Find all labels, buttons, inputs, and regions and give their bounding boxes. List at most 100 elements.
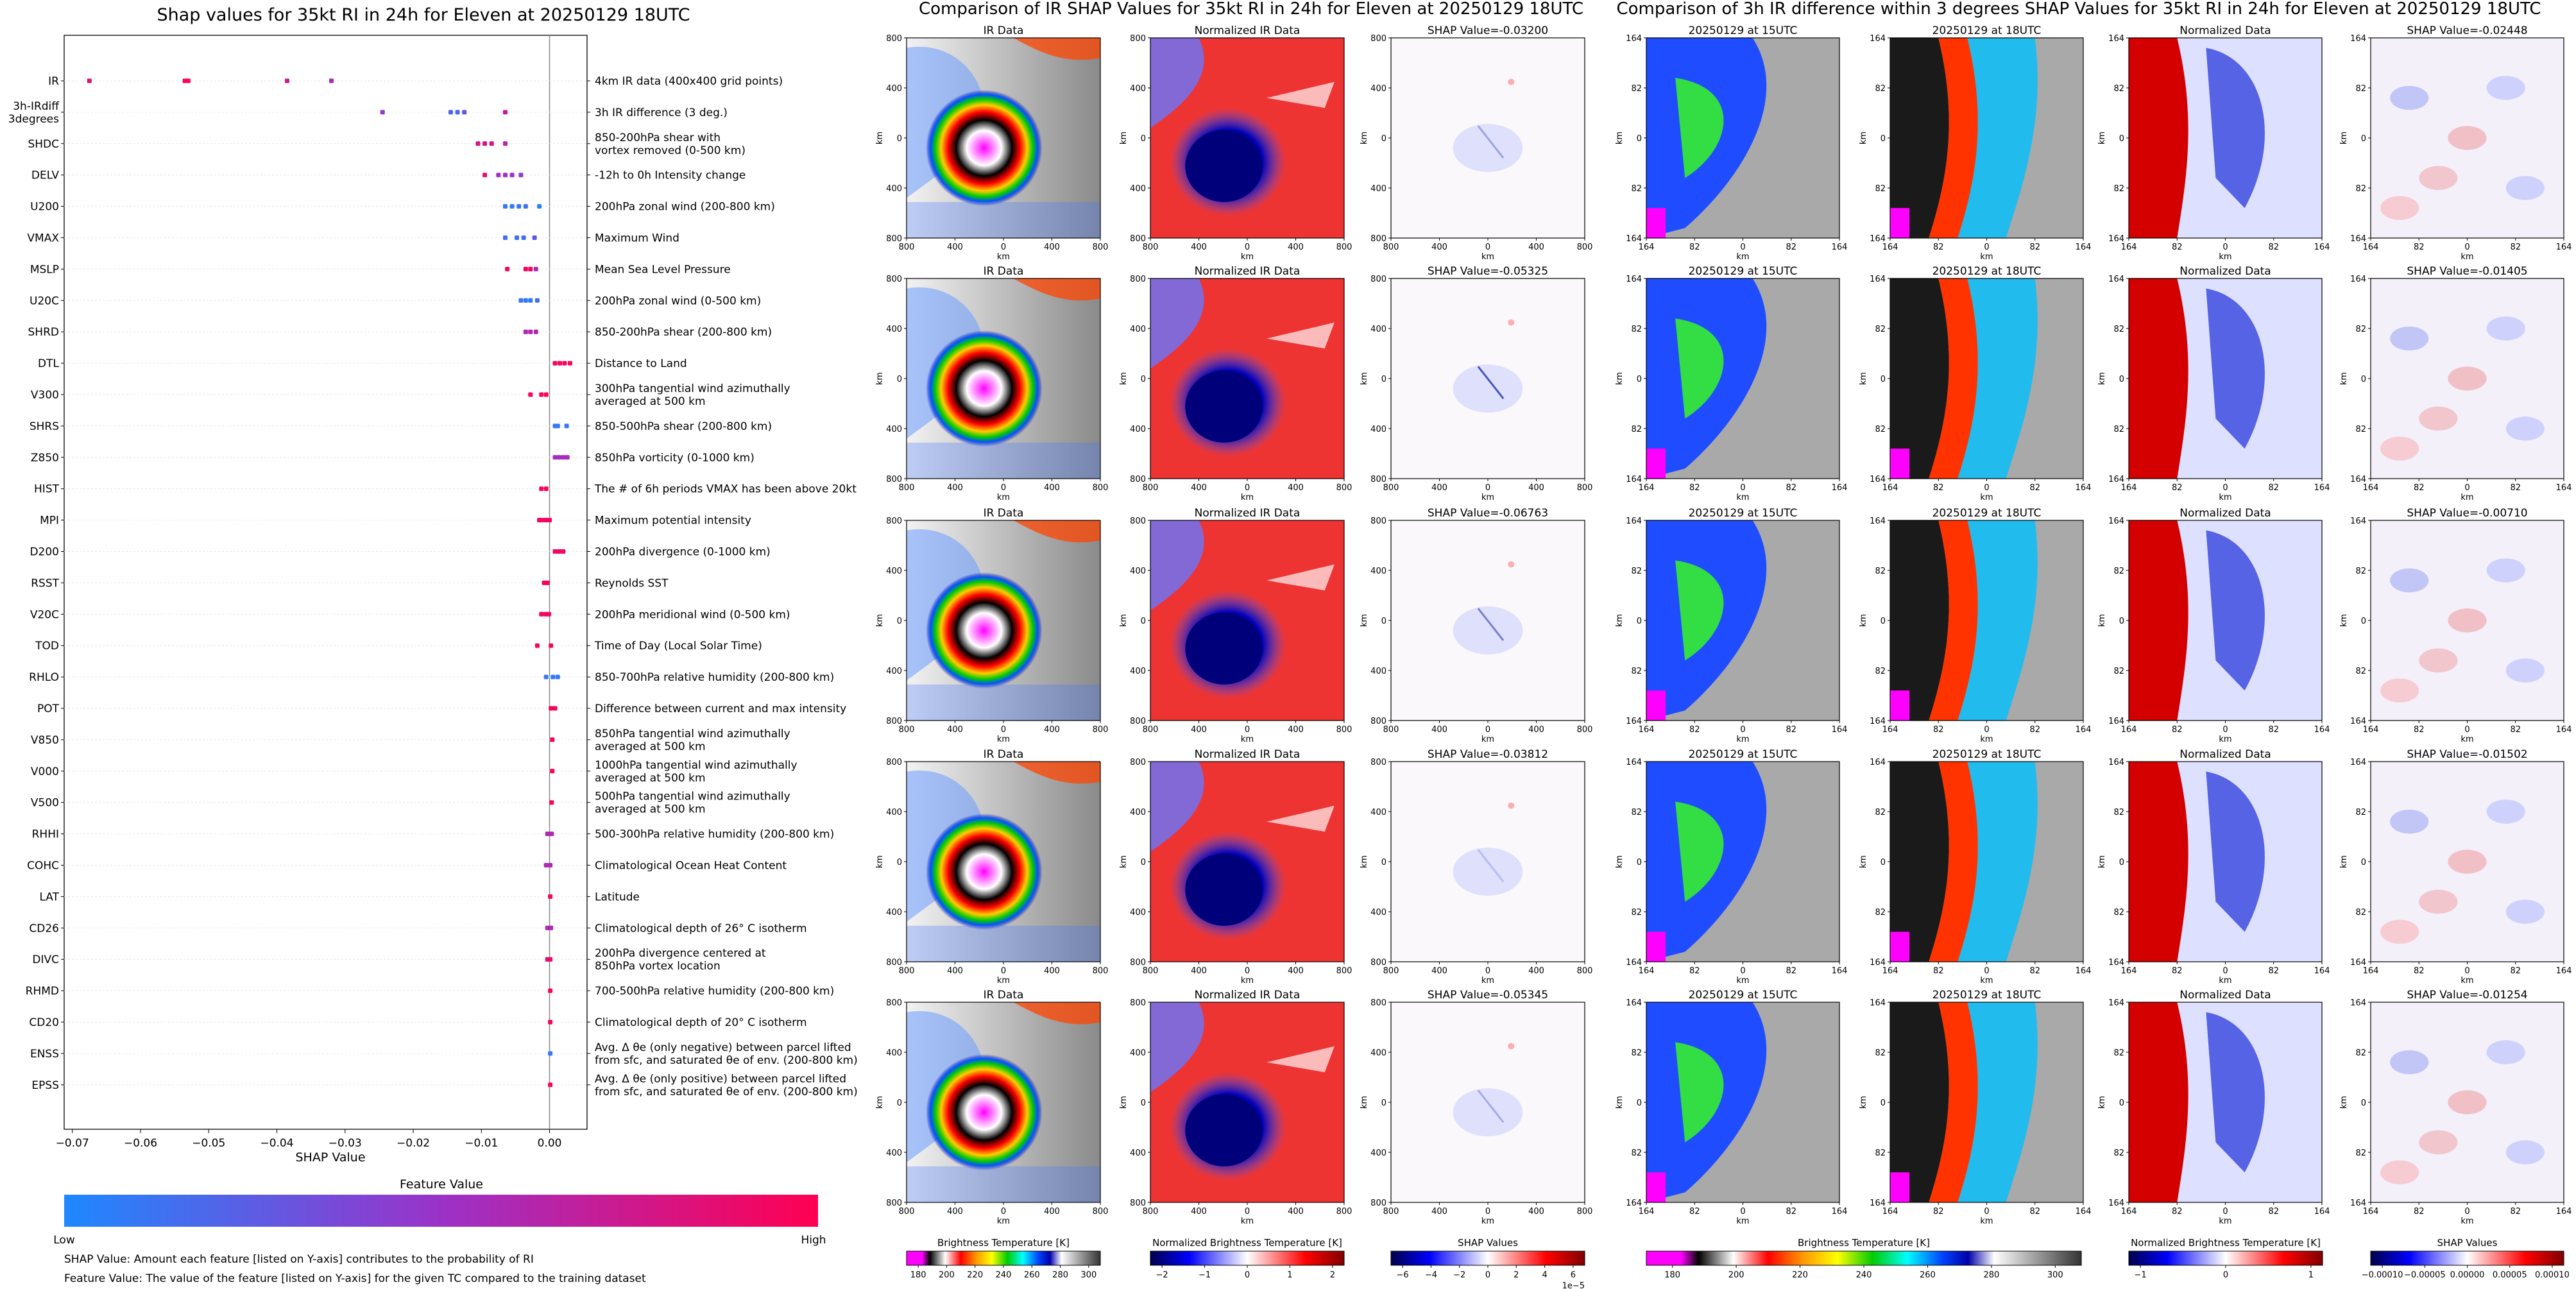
diff-cyan-band xyxy=(1958,1002,2038,1202)
map-xtick-label: 164 xyxy=(2076,725,2092,735)
map-xtick-label: 400 xyxy=(1191,966,1207,976)
colorbar-tick-label: 240 xyxy=(1856,1270,1872,1280)
map-ytick-label: 164 xyxy=(1626,998,1642,1008)
map-xtick-label: 82 xyxy=(1933,966,1944,976)
map-xtick-label: 82 xyxy=(2510,725,2521,735)
colorbar-tick-label: 300 xyxy=(1080,1270,1096,1280)
shap-point xyxy=(548,1082,553,1088)
map-xtick-label: 164 xyxy=(2314,725,2330,735)
diff-shap-blob xyxy=(2390,1050,2429,1075)
map-xtick-label: 0 xyxy=(1485,966,1490,976)
map-xlabel: km xyxy=(2219,976,2231,986)
map-xtick-label: 0 xyxy=(1740,725,1745,735)
map-ytick-label: 400 xyxy=(1130,325,1146,334)
map-ytick-label: 164 xyxy=(2108,34,2124,44)
map-xtick-label: 400 xyxy=(1044,483,1060,493)
diff-norm-red-band xyxy=(2129,762,2188,962)
feature-description-label: Climatological depth of 20° C isotherm xyxy=(595,1016,807,1029)
diff-norm-blue-band xyxy=(2206,47,2265,209)
shap-point xyxy=(545,832,550,837)
diff-shap-blob xyxy=(2419,648,2458,673)
diff-shap-blob xyxy=(2448,608,2487,633)
map-ytick-label: 0 xyxy=(1637,858,1642,867)
map-ylabel: km xyxy=(2097,132,2107,144)
map-ytick-label: 0 xyxy=(1381,617,1386,626)
map-xtick-label: 82 xyxy=(2172,243,2183,252)
map-xtick-label: 800 xyxy=(1577,483,1593,493)
map-ytick-label: 0 xyxy=(897,134,902,144)
shap-point xyxy=(482,141,488,146)
map-ytick-label: 800 xyxy=(886,475,902,484)
norm-white-streaks xyxy=(1267,805,1335,832)
map-xtick-label: 400 xyxy=(1191,483,1207,493)
map-ytick-label: 800 xyxy=(1370,758,1386,767)
map-ytick-label: 164 xyxy=(2350,758,2366,767)
map-ytick-label: 82 xyxy=(2113,1148,2124,1158)
diff-black-arc xyxy=(1890,762,1949,962)
map-ytick-label: 164 xyxy=(1870,234,1886,244)
ir-bottom-speckle xyxy=(907,684,1100,721)
shap-map-blue-halo xyxy=(1453,1088,1523,1137)
map-ytick-label: 0 xyxy=(1141,134,1146,144)
norm-cold-band xyxy=(1150,278,1204,369)
map-xtick-label: 800 xyxy=(1093,966,1109,976)
map-xtick-label: 800 xyxy=(1383,243,1399,252)
shap-point xyxy=(505,266,510,271)
map-xtick-label: 164 xyxy=(1882,1207,1898,1216)
diff-shap-blob xyxy=(2505,1140,2545,1165)
map-ytick-label: 400 xyxy=(1130,84,1146,94)
map-ytick-label: 82 xyxy=(1875,808,1886,817)
diff-shap-blob xyxy=(2380,678,2419,703)
map-ytick-label: 800 xyxy=(886,275,902,284)
map-ytick-label: 0 xyxy=(2119,375,2124,384)
diff-norm-red-band xyxy=(2129,520,2188,721)
map-ytick-label: 164 xyxy=(2350,234,2366,244)
norm-eye-core xyxy=(1185,853,1263,926)
map-ytick-label: 82 xyxy=(2113,808,2124,817)
feature-description-label: The # of 6h periods VMAX has been above … xyxy=(594,483,857,496)
map-ytick-label: 0 xyxy=(2119,617,2124,626)
map-ylabel: km xyxy=(1859,614,1868,627)
map-xtick-label: 164 xyxy=(2076,966,2092,976)
diff-norm-blue-band xyxy=(2206,771,2265,932)
map-xtick-label: 400 xyxy=(1288,725,1304,735)
shap-point xyxy=(555,674,560,679)
map-ytick-label: 82 xyxy=(1631,325,1642,334)
diff-shap-blob xyxy=(2486,799,2525,824)
feature-name-label: POT xyxy=(37,703,60,715)
map-ytick-label: 800 xyxy=(1130,516,1146,526)
shap-note-2: Feature Value: The value of the feature … xyxy=(64,1272,646,1285)
map-xtick-label: 164 xyxy=(2121,725,2137,735)
map-xtick-label: 400 xyxy=(1288,483,1304,493)
diff-subplot-title: 20250129 at 18UTC xyxy=(1932,989,2042,1002)
map-xtick-label: 82 xyxy=(2510,966,2521,976)
ir-subplot-title: Normalized IR Data xyxy=(1195,989,1301,1002)
map-ytick-label: 82 xyxy=(1875,184,1886,194)
norm-cold-band xyxy=(1150,1002,1204,1093)
shap-map-red-speck xyxy=(1508,319,1515,326)
map-xtick-label: 400 xyxy=(1431,1207,1447,1216)
map-ytick-label: 400 xyxy=(1370,1148,1386,1158)
map-xtick-label: 82 xyxy=(1786,966,1796,976)
map-xtick-label: 400 xyxy=(947,483,963,493)
diff-magenta-corner xyxy=(1890,208,1910,238)
colorbar-tick-label: 180 xyxy=(910,1270,926,1280)
diff-shap-background xyxy=(2371,520,2564,721)
diff-shap-blob xyxy=(2505,176,2545,200)
feature-description-label: 300hPa tangential wind azimuthally xyxy=(595,382,790,395)
map-ytick-label: 164 xyxy=(2108,717,2124,726)
diff-shap-blob xyxy=(2505,416,2545,441)
map-ytick-label: 82 xyxy=(2355,567,2366,576)
diff-shap-blob xyxy=(2380,1160,2419,1184)
map-xtick-label: 164 xyxy=(1882,966,1898,976)
shap-point xyxy=(518,298,524,303)
map-ytick-label: 82 xyxy=(1875,567,1886,576)
shap-point xyxy=(528,266,533,271)
colorbar-bar xyxy=(2128,1251,2323,1266)
map-xtick-label: 164 xyxy=(2121,483,2137,493)
map-ytick-label: 164 xyxy=(2350,516,2366,526)
map-ytick-label: 400 xyxy=(886,567,902,576)
map-ytick-label: 164 xyxy=(1870,34,1886,44)
